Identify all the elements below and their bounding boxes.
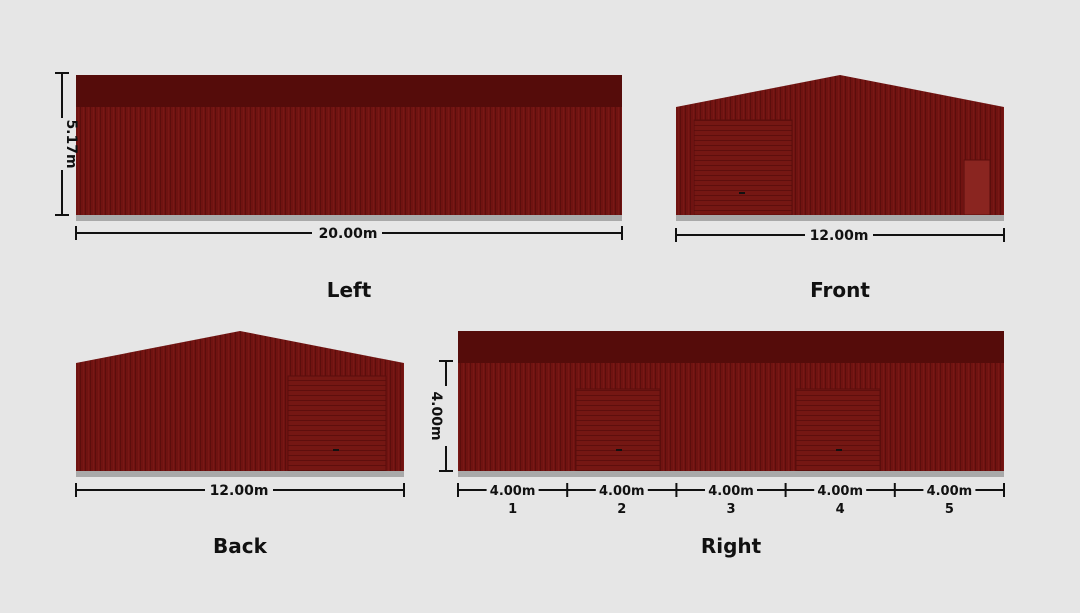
right-door-1 (575, 388, 661, 472)
front-view-title: Front (810, 278, 870, 302)
left-view-title: Left (327, 278, 372, 302)
front-large-door (693, 119, 793, 216)
right-elevation: 4.00m 4.00m 1 4.00m 2 4.00m 3 4.00m 4 4.00m 5 Rig… (428, 331, 1005, 558)
right-wall (458, 363, 1004, 471)
bay-width-label: 4.00m (927, 484, 973, 499)
bay-width-label: 4.00m (599, 484, 645, 499)
bay-width-label: 4.00m (490, 484, 536, 499)
back-width-label: 12.00m (210, 483, 269, 499)
left-width-label: 20.00m (319, 226, 378, 242)
left-base (76, 215, 622, 221)
left-elevation: 5.17m 20.00m Left (55, 72, 623, 302)
back-width-dimension (75, 483, 405, 497)
bay-number-label: 3 (726, 502, 735, 517)
front-large-door-handle (739, 192, 745, 194)
bay-number-label: 1 (508, 502, 517, 517)
left-height-dimension (55, 72, 69, 216)
back-base (76, 471, 404, 477)
left-roof-band (76, 75, 622, 107)
bay-number-label: 4 (836, 502, 845, 517)
right-base (458, 471, 1004, 477)
back-elevation: 12.00m Back (75, 331, 405, 558)
right-door-2-handle (836, 449, 842, 451)
right-height-label: 4.00m (428, 391, 444, 440)
bay-width-label: 4.00m (817, 484, 863, 499)
front-width-label: 12.00m (810, 228, 869, 244)
front-elevation: 12.00m Front (675, 75, 1005, 302)
back-large-door-handle (333, 449, 339, 451)
bay-number-label: 5 (945, 502, 954, 517)
right-door-2 (795, 388, 881, 472)
right-height-dimension (439, 360, 453, 472)
back-large-door (287, 375, 387, 472)
right-roof-band (458, 331, 1004, 363)
left-wall (76, 107, 622, 215)
bay-width-label: 4.00m (708, 484, 754, 499)
left-height-label: 5.17m (63, 119, 79, 168)
left-width-dimension (75, 226, 623, 240)
back-view-title: Back (213, 534, 268, 558)
front-personnel-door (963, 159, 991, 216)
bay-number-label: 2 (617, 502, 626, 517)
front-base (676, 215, 1004, 221)
front-width-dimension (675, 228, 1005, 242)
right-view-title: Right (701, 534, 762, 558)
right-bay-dimensions: 4.00m 1 4.00m 2 4.00m 3 4.00m 4 4.00m 5 (457, 483, 1005, 517)
right-door-1-handle (616, 449, 622, 451)
